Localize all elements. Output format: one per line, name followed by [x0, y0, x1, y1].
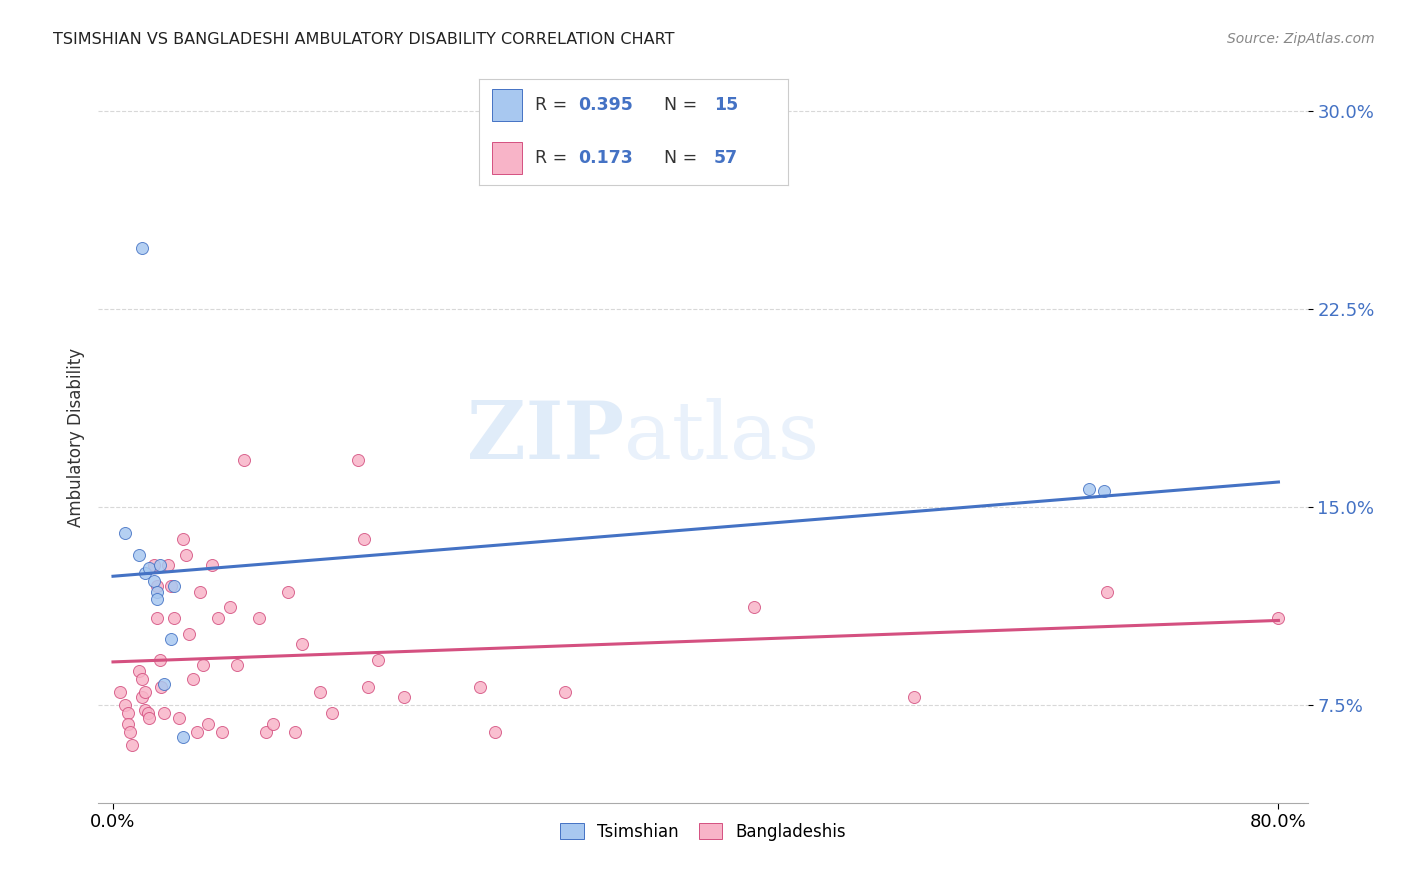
Point — [138, 711, 160, 725]
Point — [308, 685, 330, 699]
Point — [149, 653, 172, 667]
Point — [357, 680, 380, 694]
Point — [284, 724, 307, 739]
Point — [114, 526, 136, 541]
Point — [190, 584, 212, 599]
Point — [468, 680, 491, 694]
Point — [121, 738, 143, 752]
Point — [218, 600, 240, 615]
Point — [394, 690, 416, 705]
Point — [138, 561, 160, 575]
Point — [131, 690, 153, 705]
Point — [1078, 482, 1101, 496]
Legend: Tsimshian, Bangladeshis: Tsimshian, Bangladeshis — [553, 814, 853, 849]
Point — [153, 706, 176, 720]
Point — [186, 724, 208, 739]
Point — [262, 716, 284, 731]
Y-axis label: Ambulatory Disability: Ambulatory Disability — [66, 348, 84, 526]
Point — [167, 711, 190, 725]
Point — [554, 685, 576, 699]
Point — [211, 724, 233, 739]
Point — [172, 730, 194, 744]
Point — [153, 677, 176, 691]
Point — [145, 584, 167, 599]
Point — [117, 716, 139, 731]
Point — [134, 566, 156, 580]
Point — [128, 548, 150, 562]
Point — [367, 653, 389, 667]
Point — [149, 558, 172, 573]
Point — [142, 574, 165, 588]
Point — [321, 706, 343, 720]
Text: atlas: atlas — [624, 398, 820, 476]
Point — [114, 698, 136, 712]
Point — [163, 579, 186, 593]
Text: ZIP: ZIP — [467, 398, 624, 476]
Point — [134, 685, 156, 699]
Point — [160, 579, 183, 593]
Point — [163, 611, 186, 625]
Point — [353, 532, 375, 546]
Point — [225, 658, 247, 673]
Point — [172, 532, 194, 546]
Point — [277, 584, 299, 599]
Point — [117, 706, 139, 720]
Point — [291, 637, 314, 651]
Point — [233, 452, 256, 467]
Point — [254, 724, 277, 739]
Point — [197, 716, 219, 731]
Point — [145, 611, 167, 625]
Point — [207, 611, 229, 625]
Point — [134, 703, 156, 717]
Point — [145, 592, 167, 607]
Point — [157, 558, 180, 573]
Point — [131, 241, 153, 255]
Point — [142, 558, 165, 573]
Point — [150, 680, 173, 694]
Point — [346, 452, 368, 467]
Point — [484, 724, 506, 739]
Point — [131, 672, 153, 686]
Point — [110, 685, 132, 699]
Point — [128, 664, 150, 678]
Point — [247, 611, 270, 625]
Point — [181, 672, 204, 686]
Text: Source: ZipAtlas.com: Source: ZipAtlas.com — [1227, 32, 1375, 46]
Point — [145, 579, 167, 593]
Point — [742, 600, 765, 615]
Point — [193, 658, 215, 673]
Point — [903, 690, 925, 705]
Point — [120, 724, 142, 739]
Text: TSIMSHIAN VS BANGLADESHI AMBULATORY DISABILITY CORRELATION CHART: TSIMSHIAN VS BANGLADESHI AMBULATORY DISA… — [53, 32, 675, 47]
Point — [1095, 584, 1118, 599]
Point — [136, 706, 159, 720]
Point — [1092, 484, 1115, 499]
Point — [201, 558, 224, 573]
Point — [177, 627, 200, 641]
Point — [1267, 611, 1289, 625]
Point — [174, 548, 197, 562]
Point — [160, 632, 183, 646]
